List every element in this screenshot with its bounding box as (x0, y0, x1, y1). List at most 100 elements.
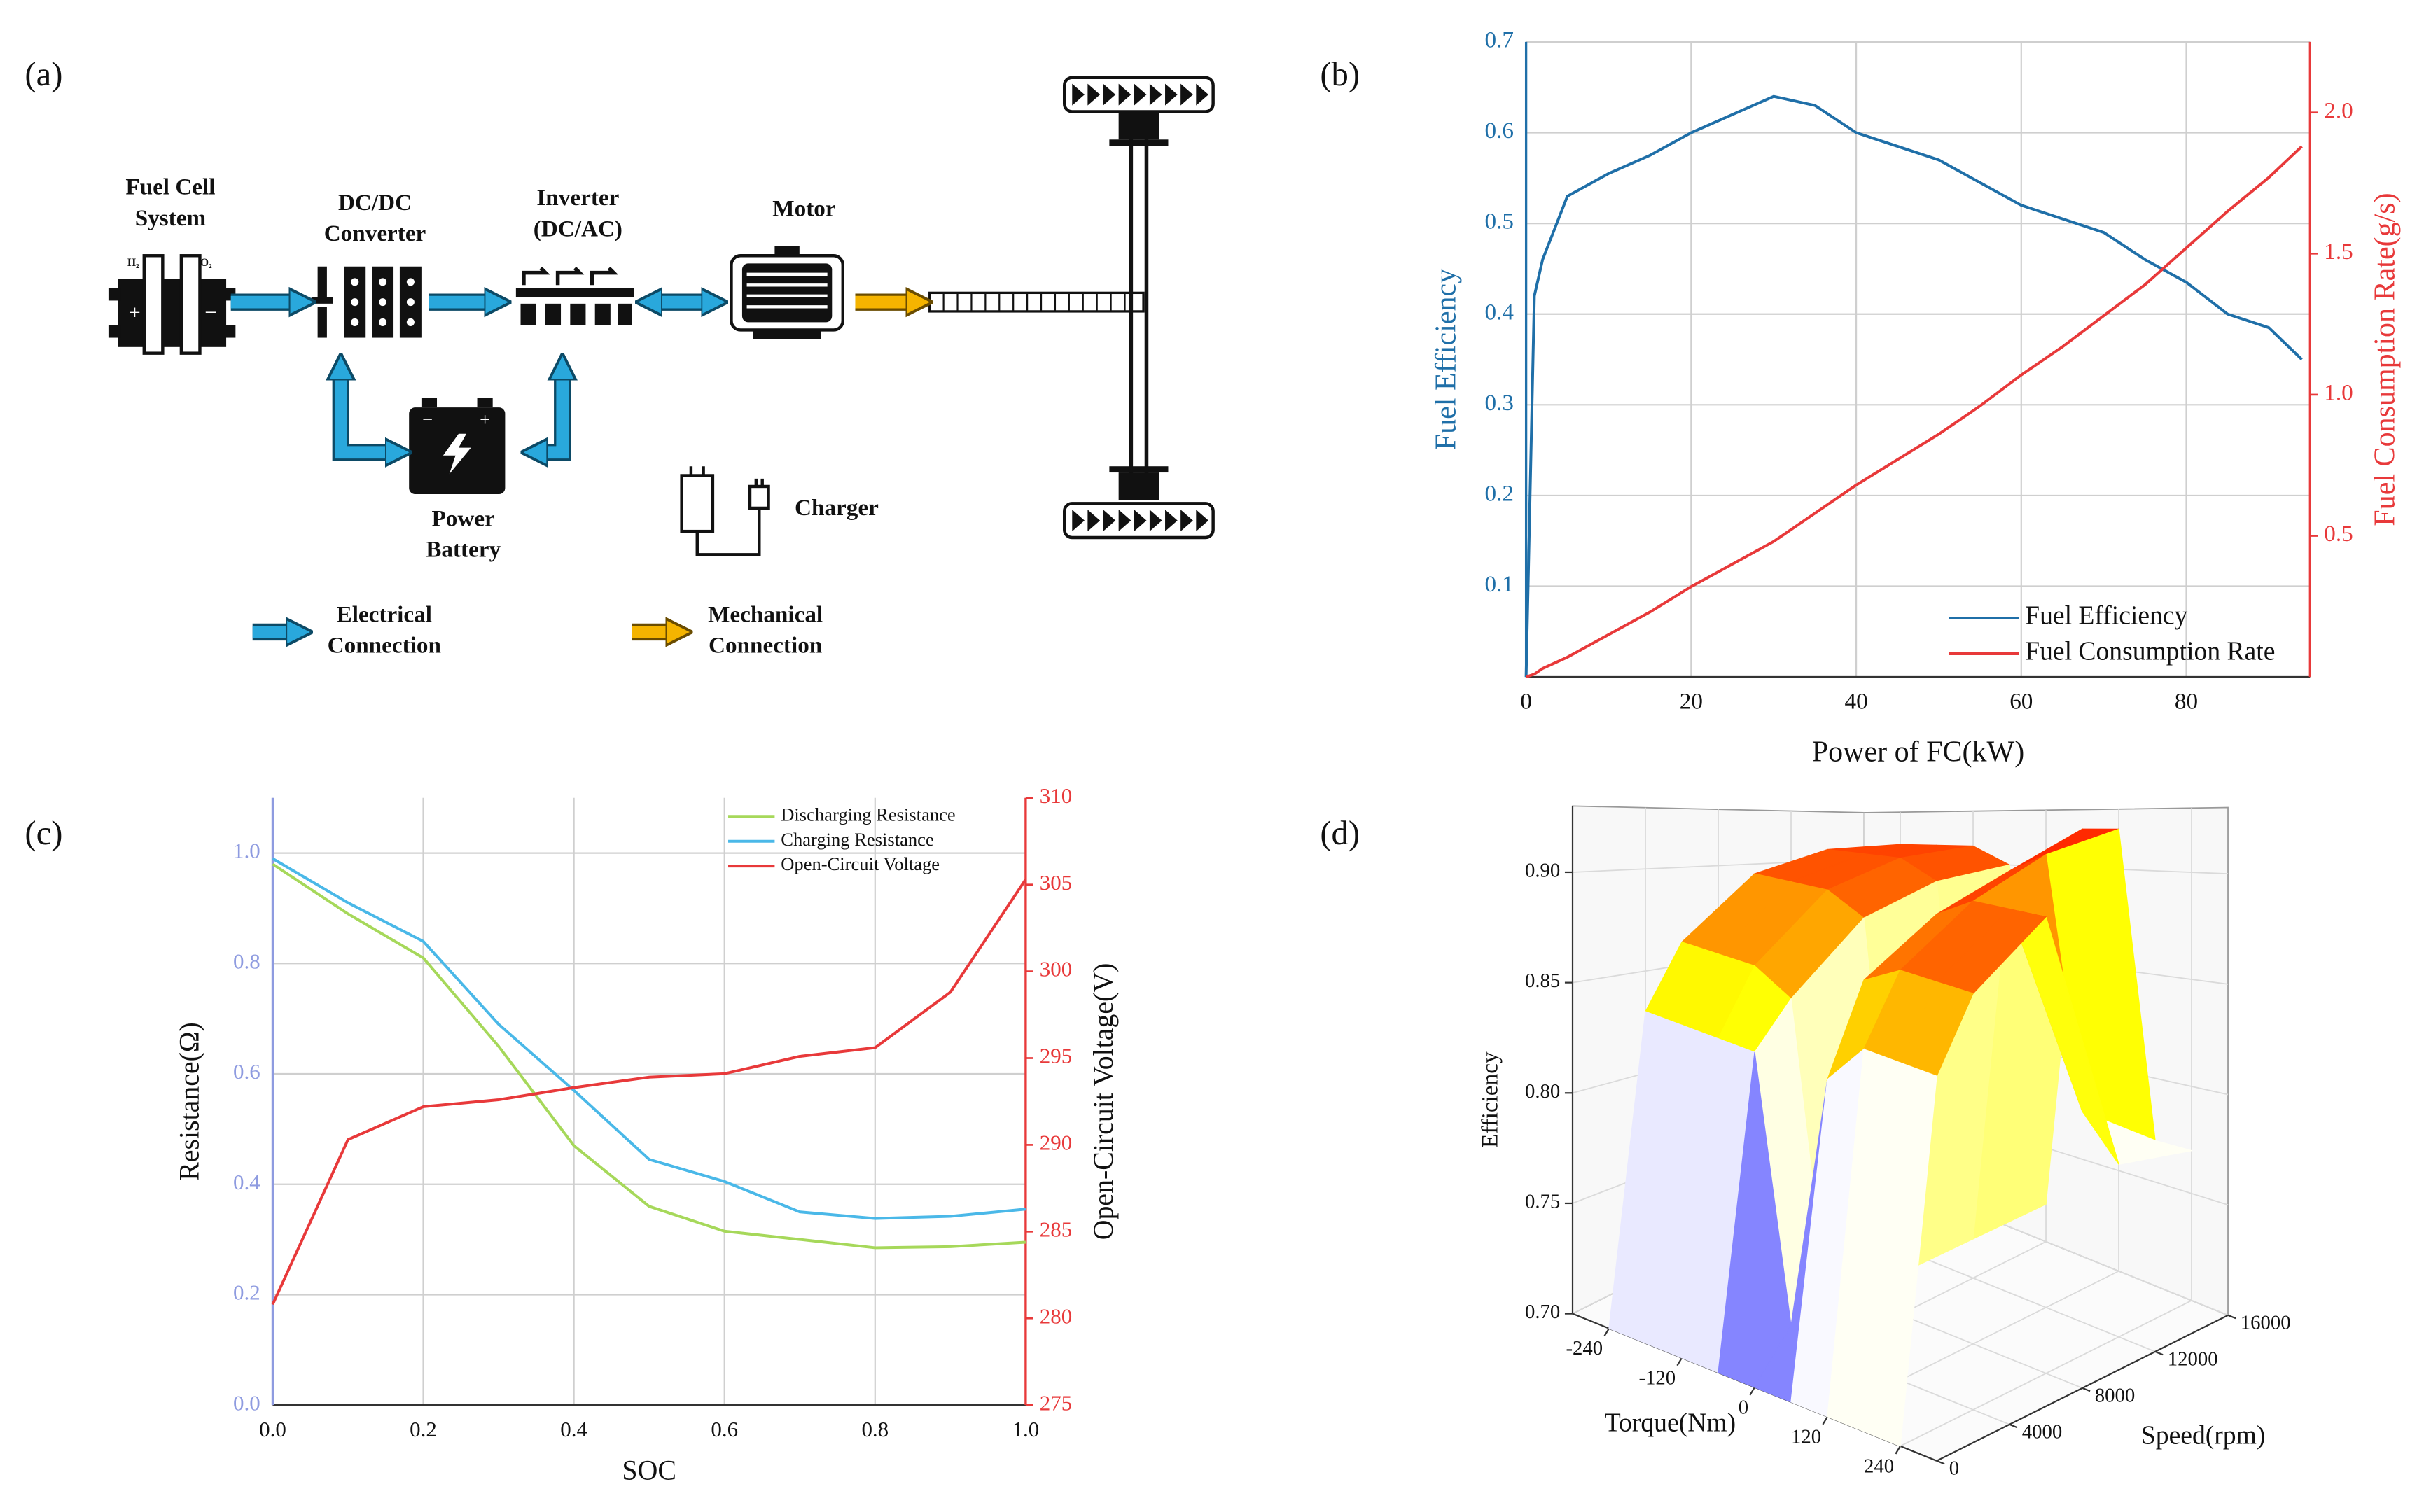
z-axis-label: Efficiency (1477, 1051, 1503, 1148)
node-label: (DC/AC) (534, 216, 622, 241)
y-tick-label: 16000 (2241, 1312, 2291, 1334)
legend-label: Charging Resistance (781, 829, 933, 850)
z-tick-label: 0.75 (1525, 1191, 1560, 1213)
y-axis-label: Fuel Efficiency (1430, 269, 1463, 451)
x-tick-label: 0.8 (861, 1417, 889, 1441)
y-tick-label: 1.0 (233, 839, 260, 863)
y2-tick-label: 275 (1040, 1390, 1072, 1415)
z-tick-label: 0.85 (1525, 969, 1560, 992)
y-tick-label: 0.1 (1484, 571, 1513, 597)
x-tick-label: 120 (1791, 1425, 1821, 1448)
node-label: Motor (772, 196, 836, 222)
fuel-cell-icon: + − (108, 254, 236, 355)
node-label: Fuel Cell (125, 174, 215, 200)
gas-label: H₂ (127, 257, 139, 269)
z-tick-label: 0.90 (1525, 860, 1560, 882)
y2-tick-label: 0.5 (2324, 521, 2353, 547)
y-tick-label: 0.5 (1484, 209, 1513, 234)
x-tick-mark (1749, 1387, 1755, 1396)
motor-icon (730, 246, 844, 340)
series-line (272, 857, 1026, 1220)
y2-tick-label: 300 (1040, 957, 1072, 981)
gas-label: O₂ (200, 257, 212, 269)
series-line (1524, 94, 2303, 678)
y-tick-mark (2154, 1350, 2164, 1356)
svg-text:+: + (480, 409, 490, 430)
svg-text:−: − (422, 409, 433, 430)
y-tick-label: 0.7 (1484, 27, 1513, 52)
y2-tick-label: 1.5 (2324, 239, 2353, 265)
x-tick-label: -240 (1566, 1337, 1603, 1359)
powertrain-diagram: (a) + − (25, 55, 1215, 632)
y-tick-label: 0 (1949, 1457, 1959, 1480)
y2-tick-label: 2.0 (2324, 97, 2353, 123)
node-label: Inverter (536, 185, 619, 211)
legend-label: Connection (328, 633, 441, 659)
y-tick-mark (1936, 1460, 1945, 1465)
node-label: Converter (324, 220, 426, 246)
y2-tick-label: 295 (1040, 1044, 1072, 1068)
y-tick-label: 4000 (2022, 1421, 2063, 1443)
node-label: Power (431, 505, 495, 531)
z-tick-label: 0.80 (1525, 1080, 1560, 1102)
dcdc-icon (311, 266, 422, 338)
series-line (272, 862, 1026, 1250)
series-line (271, 878, 1027, 1306)
x-tick-label: 60 (2009, 688, 2033, 714)
y2-tick-label: 290 (1040, 1130, 1072, 1155)
battery-icon: − + (409, 398, 506, 495)
node-label: System (135, 205, 207, 231)
x-tick-mark (1822, 1416, 1828, 1425)
svg-text:+: + (129, 302, 140, 324)
y2-tick-label: 305 (1040, 870, 1072, 895)
x-tick-mark (1895, 1446, 1901, 1455)
node-label: DC/DC (338, 190, 412, 216)
y-tick-label: 0.4 (1484, 299, 1514, 325)
y2-axis-label: Open-Circuit Voltage(V) (1088, 963, 1119, 1240)
z-tick-label: 0.70 (1525, 1301, 1560, 1323)
panel-label: (b) (1320, 55, 1360, 93)
node-label: Battery (426, 537, 501, 563)
panel-label: (a) (25, 55, 62, 93)
connections (230, 302, 911, 632)
legend-label: Mechanical (708, 601, 823, 627)
legend-label: Fuel Efficiency (2025, 601, 2187, 631)
legend-label: Fuel Consumption Rate (2025, 637, 2275, 666)
y2-axis-label: Fuel Consumption Rate(g/s) (2369, 192, 2402, 526)
y-axis-label: Speed(rpm) (2141, 1420, 2266, 1450)
y-tick-label: 0.8 (233, 948, 260, 973)
y-tick-label: 0.2 (233, 1280, 260, 1305)
x-axis-label: Power of FC(kW) (1812, 736, 2025, 768)
y2-tick-label: 285 (1040, 1217, 1072, 1241)
x-axis-label: Torque(Nm) (1605, 1408, 1736, 1438)
drive-shaft (928, 111, 1169, 500)
x-tick-label: 80 (2175, 688, 2198, 714)
x-tick-label: 0.6 (711, 1417, 738, 1441)
y2-tick-label: 310 (1040, 783, 1072, 808)
x-tick-mark (1676, 1357, 1683, 1366)
surface (1608, 828, 2192, 1447)
y2-tick-label: 1.0 (2324, 380, 2353, 406)
x-tick-label: 0.4 (560, 1417, 587, 1441)
svg-text:−: − (204, 300, 216, 324)
y2-tick-label: 280 (1040, 1303, 1072, 1328)
y-tick-mark (2009, 1423, 2018, 1429)
y-tick-label: 0.6 (1484, 118, 1513, 144)
x-tick-mark (1603, 1328, 1610, 1337)
legend-label: Discharging Resistance (781, 804, 955, 825)
y-tick-label: 8000 (2095, 1385, 2136, 1407)
y-tick-label: 0.6 (233, 1059, 260, 1084)
legend-label: Connection (709, 633, 822, 659)
x-axis-label: SOC (622, 1455, 676, 1486)
wheel (1062, 76, 1215, 540)
x-tick-label: 20 (1680, 688, 1703, 714)
y-tick-label: 0.0 (233, 1390, 260, 1415)
charger-icon (680, 466, 770, 556)
y-tick-label: 0.4 (233, 1170, 260, 1194)
y-tick-label: 0.3 (1484, 390, 1513, 416)
y-axis-label: Resistance(Ω) (174, 1022, 205, 1180)
series-line (1525, 145, 2303, 679)
inverter-icon (515, 267, 634, 326)
